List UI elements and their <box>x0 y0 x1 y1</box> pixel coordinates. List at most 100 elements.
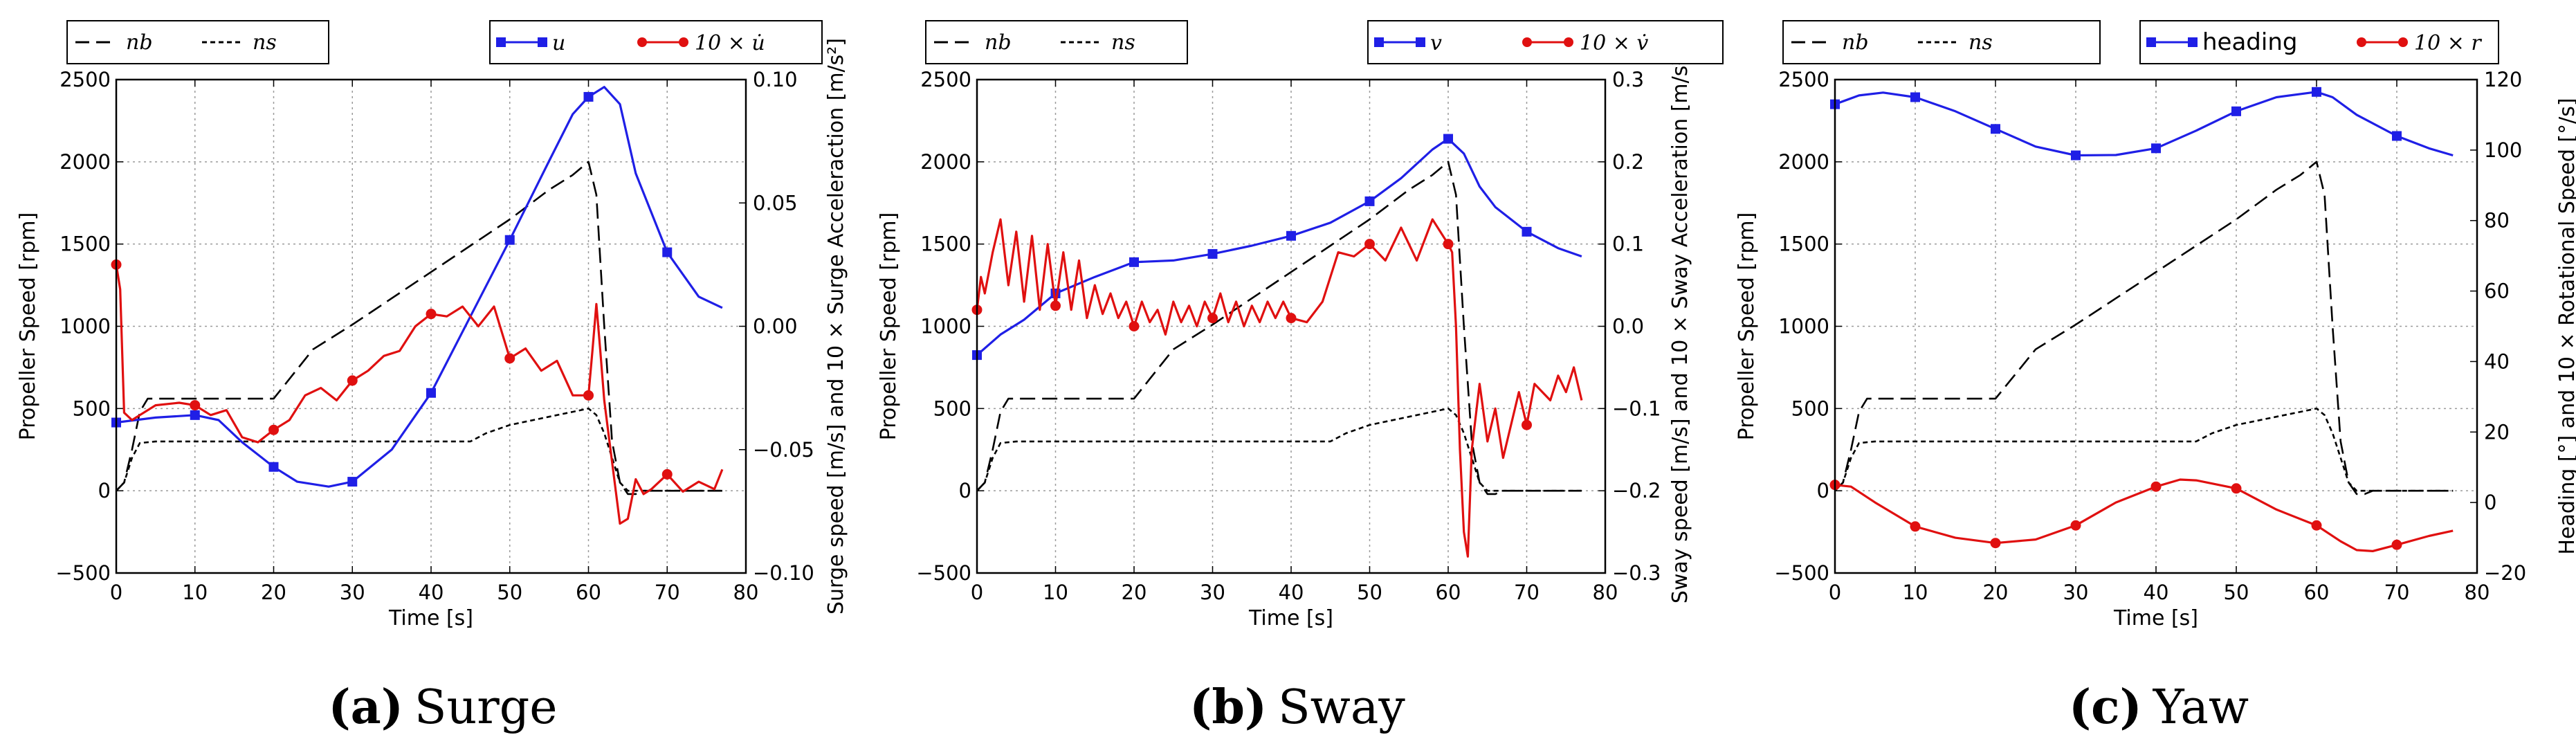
y-right-tick-label: 0.00 <box>753 315 798 338</box>
x-tick-label: 70 <box>2384 581 2410 604</box>
series-marker-circle <box>1129 321 1140 331</box>
legend-entry-label: heading <box>2202 28 2297 56</box>
y-left-axis-label: Propeller Speed [rpm] <box>16 212 40 441</box>
y-left-tick-label: 2500 <box>920 68 971 91</box>
series-marker-square <box>2231 106 2241 116</box>
legend-entry-label: ns <box>253 30 277 55</box>
series3-legend-marker <box>2398 37 2408 47</box>
series-marker-circle <box>2070 520 2081 531</box>
caption-word: Surge <box>414 680 558 735</box>
series-marker-square <box>268 462 279 472</box>
legend-entry-label: ns <box>1111 30 1135 55</box>
series3-legend-marker <box>1522 37 1532 47</box>
series-line-1 <box>1835 407 2454 492</box>
x-axis-label: Time [s] <box>388 606 473 630</box>
plot-frame <box>976 78 1607 574</box>
y-right-tick-label: 20 <box>2484 420 2510 444</box>
series-line-0 <box>977 161 1582 495</box>
series-line-2 <box>1835 91 2454 157</box>
series-marker-square <box>347 477 358 487</box>
y-right-tick-label: 0.10 <box>753 68 798 91</box>
y-right-tick-label: −0.2 <box>1612 479 1661 502</box>
series-marker-circle <box>2391 539 2402 550</box>
series-marker-circle <box>1910 521 1921 532</box>
legend-entry-label: 10 × v̇ <box>1580 31 1648 55</box>
y-right-tick-label: 0.05 <box>753 191 798 215</box>
y-right-axis-label: Heading [°] and 10 × Rotational Speed [°… <box>2555 98 2576 554</box>
series-marker-circle <box>426 309 437 320</box>
series-line-3 <box>977 218 1583 558</box>
x-tick-label: 10 <box>1043 581 1068 604</box>
series-marker-circle <box>661 469 673 480</box>
series2-legend-marker <box>2188 37 2198 47</box>
plot-frame <box>1834 78 2478 574</box>
x-tick-label: 40 <box>2144 581 2169 604</box>
legend-right: heading 10 × r <box>2139 20 2499 64</box>
y-right-tick-label: −0.3 <box>1612 561 1661 585</box>
series-line-2 <box>977 138 1582 356</box>
y-right-tick-label: 0.3 <box>1612 68 1644 91</box>
series-marker-square <box>1991 124 2000 134</box>
series-line-3 <box>116 264 724 525</box>
series2-legend-marker <box>496 37 506 47</box>
legend-entry-label: 10 × r <box>2414 31 2482 55</box>
series2-legend-marker <box>2146 37 2156 47</box>
x-tick-label: 20 <box>261 581 286 604</box>
series3-legend-marker <box>637 37 647 47</box>
series-marker-square <box>583 91 594 102</box>
x-tick-label: 10 <box>182 581 208 604</box>
series-marker-square <box>2312 87 2321 97</box>
plot-frame <box>115 78 747 574</box>
series-line-3 <box>1835 478 2454 553</box>
x-tick-label: 70 <box>655 581 680 604</box>
y-left-tick-label: −500 <box>55 561 111 585</box>
x-tick-label: 30 <box>1200 581 1225 604</box>
x-tick-label: 80 <box>733 581 759 604</box>
x-tick-label: 10 <box>1903 581 1928 604</box>
series-marker-square <box>190 410 200 420</box>
legend-entry-label: nb <box>985 30 1012 55</box>
series-marker-square <box>1443 134 1453 144</box>
series-marker-circle <box>2150 481 2162 492</box>
legend-left: nb ns <box>66 20 329 64</box>
series3-legend-marker <box>679 37 688 47</box>
legend-right: v 10 × v̇ <box>1367 20 1724 64</box>
y-left-tick-label: 2000 <box>60 150 111 174</box>
series-marker-square <box>504 235 515 245</box>
x-tick-label: 50 <box>2224 581 2249 604</box>
series-marker-circle <box>1050 300 1061 311</box>
x-axis-label: Time [s] <box>1248 606 1333 630</box>
y-left-tick-label: 0 <box>959 479 971 502</box>
series-line-1 <box>977 407 1582 492</box>
series-marker-circle <box>190 400 201 411</box>
y-right-axis-label: Sway speed [m/s] and 10 × Sway Accelerat… <box>1668 49 1692 603</box>
caption-letter: (b) <box>1189 680 1267 735</box>
series-line-1 <box>116 407 722 492</box>
series-marker-circle <box>504 353 515 364</box>
x-tick-label: 40 <box>1279 581 1304 604</box>
legend-entry-label: nb <box>1842 30 1869 55</box>
y-right-tick-label: 120 <box>2484 68 2522 91</box>
y-right-tick-label: 0.2 <box>1612 150 1644 174</box>
y-left-tick-label: 2000 <box>1778 150 1829 174</box>
y-left-tick-label: 1500 <box>920 233 971 256</box>
y-right-tick-label: −20 <box>2484 561 2526 585</box>
panel-caption: (b) Sway <box>1189 680 1405 735</box>
series2-legend-marker <box>1416 37 1425 47</box>
series-marker-circle <box>1522 419 1532 430</box>
y-right-tick-label: 40 <box>2484 349 2510 373</box>
y-right-tick-label: 80 <box>2484 209 2510 233</box>
x-tick-label: 0 <box>110 581 122 604</box>
series-marker-square <box>2071 150 2081 161</box>
series-marker-square <box>1286 230 1296 241</box>
series-marker-square <box>1364 196 1375 206</box>
caption-word: Yaw <box>2153 680 2249 735</box>
legend-box <box>2139 20 2499 64</box>
y-left-tick-label: 2500 <box>60 68 111 91</box>
series-marker-square <box>2151 143 2161 154</box>
legend-entry-label: 10 × u̇ <box>695 31 765 55</box>
series2-legend-marker <box>1374 37 1384 47</box>
legend-left: nb ns <box>925 20 1188 64</box>
x-tick-label: 40 <box>419 581 444 604</box>
